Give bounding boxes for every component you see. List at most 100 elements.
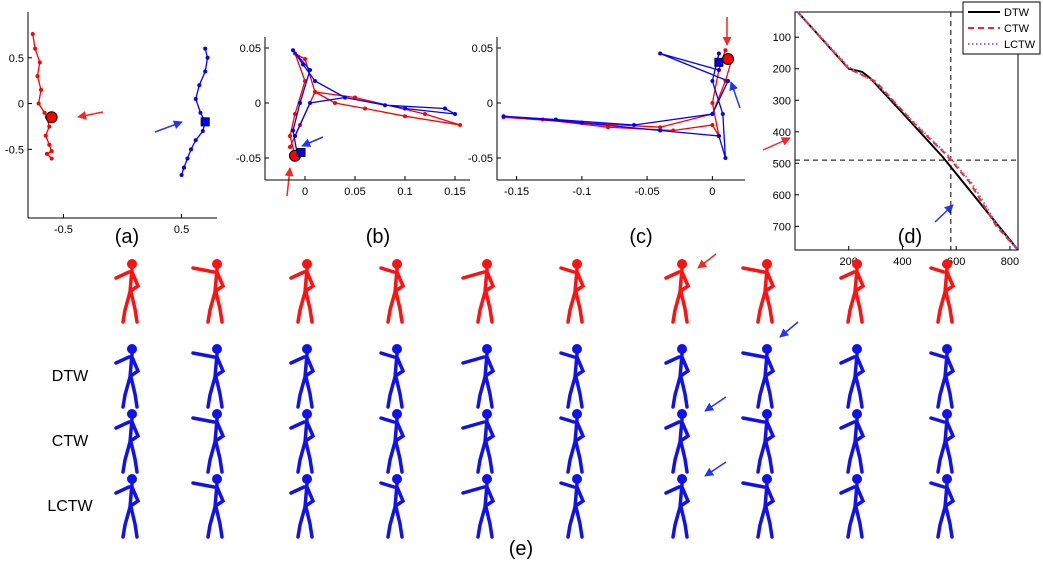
legend-box xyxy=(962,1,1041,55)
head xyxy=(127,344,137,354)
series-line xyxy=(796,11,1019,251)
point xyxy=(308,101,312,105)
x-tick-label: -0.1 xyxy=(572,186,591,198)
point xyxy=(193,138,198,143)
point xyxy=(333,101,337,105)
head xyxy=(482,344,492,354)
point xyxy=(200,129,205,134)
point xyxy=(501,114,506,119)
head xyxy=(302,344,312,354)
y-tick-label: -0.05 xyxy=(236,153,261,165)
head xyxy=(127,474,137,484)
point xyxy=(49,149,54,154)
point xyxy=(453,112,457,116)
stick-figure xyxy=(741,344,776,409)
stick-figure xyxy=(929,474,956,539)
body xyxy=(461,417,496,474)
body xyxy=(191,416,226,474)
highlight-point xyxy=(722,53,735,65)
point xyxy=(658,51,663,56)
point xyxy=(193,96,198,101)
panel-label: (e) xyxy=(509,538,533,560)
point xyxy=(291,128,295,133)
row-label: CTW xyxy=(52,433,89,450)
stick-figure xyxy=(114,259,141,324)
point xyxy=(363,106,367,111)
stick-figure xyxy=(191,259,226,324)
stick-figure xyxy=(289,474,316,539)
point xyxy=(716,134,721,138)
x-tick-label: -0.15 xyxy=(504,186,529,198)
stick-figure xyxy=(839,474,866,539)
stick-figure xyxy=(929,344,956,409)
y-tick-label: 0 xyxy=(18,99,24,111)
head xyxy=(482,474,492,484)
head xyxy=(572,344,582,354)
body xyxy=(289,352,316,409)
point xyxy=(203,69,208,74)
body xyxy=(929,266,956,324)
row-label: DTW xyxy=(52,368,89,385)
head xyxy=(302,409,312,419)
point xyxy=(181,165,186,170)
panel-label: (a) xyxy=(115,226,139,248)
body xyxy=(379,266,406,324)
x-tick-label: -0.05 xyxy=(635,186,660,198)
body xyxy=(741,416,776,474)
y-tick-label: 100 xyxy=(773,32,791,44)
stick-figure xyxy=(461,474,496,539)
point xyxy=(383,103,387,108)
head xyxy=(302,259,312,269)
y-tick-label: 700 xyxy=(773,221,791,233)
body xyxy=(461,482,496,539)
point xyxy=(288,145,292,149)
point xyxy=(37,60,42,65)
head xyxy=(852,344,862,354)
point xyxy=(301,62,305,67)
stick-figure xyxy=(379,259,406,324)
body xyxy=(559,416,586,474)
point xyxy=(343,95,347,100)
point xyxy=(658,128,663,133)
body xyxy=(289,482,316,539)
x-tick-label: 0.15 xyxy=(444,186,465,198)
point xyxy=(710,112,715,116)
legend: DTW CTW LCTW xyxy=(962,1,1041,55)
head xyxy=(212,259,222,269)
body xyxy=(114,482,141,539)
panel-label: (d) xyxy=(898,226,922,248)
head xyxy=(572,409,582,419)
stick-figure xyxy=(461,344,496,409)
body xyxy=(741,351,776,409)
point xyxy=(716,51,721,56)
body xyxy=(929,416,956,474)
body xyxy=(839,352,866,409)
body xyxy=(559,481,586,539)
point xyxy=(710,79,715,83)
point xyxy=(38,87,43,92)
point xyxy=(423,112,427,116)
head xyxy=(392,344,402,354)
point xyxy=(185,156,190,161)
y-tick-label: 0 xyxy=(255,98,261,110)
stick-figure xyxy=(191,409,226,474)
point xyxy=(49,156,54,161)
body xyxy=(114,352,141,409)
head xyxy=(482,259,492,269)
row-label: LCTW xyxy=(47,498,93,515)
y-tick-label: 0 xyxy=(487,98,493,110)
body xyxy=(191,481,226,539)
point xyxy=(632,123,637,127)
point xyxy=(458,123,462,127)
point xyxy=(313,90,317,94)
head xyxy=(677,259,687,269)
body xyxy=(379,416,406,474)
y-tick-label: 0.05 xyxy=(472,43,493,55)
point xyxy=(303,57,307,61)
x-tick-label: -0.5 xyxy=(54,224,73,236)
head xyxy=(572,474,582,484)
stick-figure xyxy=(191,344,226,409)
body xyxy=(559,266,586,324)
head xyxy=(677,474,687,484)
